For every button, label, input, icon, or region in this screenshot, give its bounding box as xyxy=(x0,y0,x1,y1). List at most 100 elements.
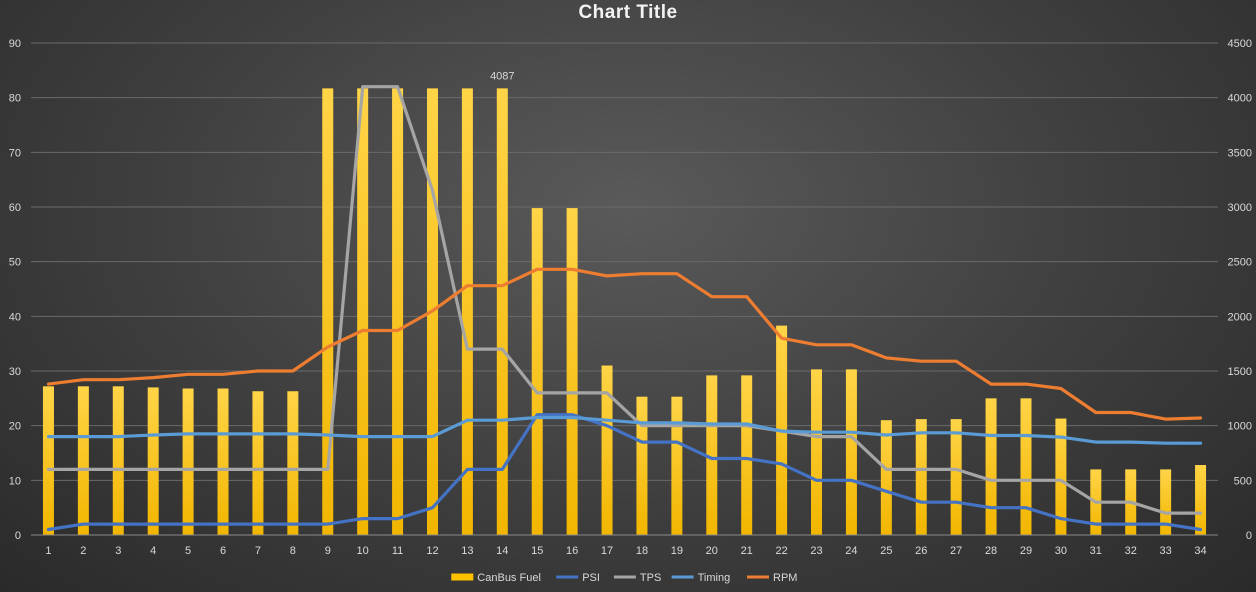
y-left-tick-label: 0 xyxy=(15,530,21,542)
bar-canbus-fuel[interactable] xyxy=(147,387,159,535)
legend-swatch xyxy=(451,573,474,581)
x-tick-label: 8 xyxy=(290,545,296,557)
bar-canbus-fuel[interactable] xyxy=(182,388,194,535)
bar-canbus-fuel[interactable] xyxy=(985,398,997,535)
bar-canbus-fuel[interactable] xyxy=(741,375,753,535)
bar-canbus-fuel[interactable] xyxy=(392,88,404,535)
y-left-tick-label: 80 xyxy=(9,93,21,105)
x-tick-label: 15 xyxy=(531,545,543,557)
y-right-tick-label: 3000 xyxy=(1228,202,1252,214)
x-tick-label: 17 xyxy=(601,545,613,557)
bar-canbus-fuel[interactable] xyxy=(1055,418,1067,535)
x-tick-label: 24 xyxy=(845,545,857,557)
bar-canbus-fuel[interactable] xyxy=(566,208,578,536)
legend-item-psi[interactable]: PSI xyxy=(556,572,600,584)
x-tick-label: 21 xyxy=(741,545,753,557)
x-tick-label: 20 xyxy=(706,545,718,557)
axes: 0 10 20 30 40 50 60 70 80 90 0 500 1000 1500 2000 2500 3… xyxy=(9,38,1252,557)
bar-canbus-fuel[interactable] xyxy=(1195,465,1207,535)
bar-canbus-fuel[interactable] xyxy=(811,369,823,535)
bar-canbus-fuel[interactable] xyxy=(217,388,229,535)
bar-canbus-fuel[interactable] xyxy=(706,375,718,535)
y-left-tick-label: 50 xyxy=(9,257,21,269)
bar-canbus-fuel[interactable] xyxy=(77,386,89,535)
y-right-tick-label: 0 xyxy=(1246,530,1252,542)
bar-canbus-fuel[interactable] xyxy=(636,396,648,535)
x-tick-label: 31 xyxy=(1090,545,1102,557)
legend: CanBus Fuel PSI TPS Timing RPM xyxy=(451,572,797,584)
legend-item-canbus-fuel[interactable]: CanBus Fuel xyxy=(451,572,541,584)
bar-canbus-fuel[interactable] xyxy=(461,88,473,535)
y-right-tick-label: 2000 xyxy=(1228,311,1252,323)
x-tick-label: 29 xyxy=(1020,545,1032,557)
bar-canbus-fuel[interactable] xyxy=(950,419,962,535)
x-tick-label: 12 xyxy=(426,545,438,557)
x-tick-label: 6 xyxy=(220,545,226,557)
x-tick-label: 11 xyxy=(392,545,403,557)
line-tps[interactable] xyxy=(46,85,1203,515)
x-tick-label: 22 xyxy=(775,545,787,557)
legend-item-tps[interactable]: TPS xyxy=(613,572,661,584)
x-tick-label: 7 xyxy=(255,545,261,557)
legend-label: PSI xyxy=(582,572,600,584)
legend-label: Timing xyxy=(698,572,731,584)
x-tick-label: 26 xyxy=(915,545,927,557)
y-left-tick-label: 10 xyxy=(9,475,21,487)
x-tick-label: 18 xyxy=(636,545,648,557)
x-tick-label: 27 xyxy=(950,545,962,557)
bar-canbus-fuel[interactable] xyxy=(671,396,683,535)
bar-canbus-fuel[interactable] xyxy=(531,208,543,536)
bar-canbus-fuel[interactable] xyxy=(1020,398,1032,535)
x-tick-label: 4 xyxy=(150,545,156,557)
legend-label: TPS xyxy=(640,572,661,584)
y-left-tick-label: 70 xyxy=(9,147,21,159)
x-tick-label: 33 xyxy=(1160,545,1172,557)
bar-canbus-fuel[interactable] xyxy=(915,419,927,535)
x-tick-label: 19 xyxy=(671,545,683,557)
y-right-tick-label: 1000 xyxy=(1228,421,1252,433)
y-left-tick-label: 60 xyxy=(9,202,21,214)
y-left-tick-label: 20 xyxy=(9,421,21,433)
bar-canbus-fuel[interactable] xyxy=(322,88,334,535)
y-left-tick-label: 90 xyxy=(9,38,21,50)
line-psi[interactable] xyxy=(46,413,1203,532)
y-right-tick-label: 4500 xyxy=(1228,38,1252,50)
x-tick-label: 2 xyxy=(80,545,86,557)
line-rpm[interactable] xyxy=(46,267,1203,421)
bar-canbus-fuel[interactable] xyxy=(287,391,299,535)
y-right-tick-label: 2500 xyxy=(1228,257,1252,269)
line-timing[interactable] xyxy=(46,415,1203,445)
line-series xyxy=(46,85,1203,532)
y-left-tick-label: 30 xyxy=(9,366,21,378)
bar-canbus-fuel[interactable] xyxy=(42,386,54,535)
bar-canbus-fuel[interactable] xyxy=(845,369,857,535)
y-right-tick-label: 3500 xyxy=(1228,147,1252,159)
x-tick-label: 16 xyxy=(566,545,578,557)
data-label: 4087 xyxy=(490,70,514,82)
x-tick-label: 10 xyxy=(357,545,369,557)
x-tick-label: 9 xyxy=(325,545,331,557)
x-tick-label: 28 xyxy=(985,545,997,557)
bar-canbus-fuel[interactable] xyxy=(880,420,892,535)
bar-canbus-fuel[interactable] xyxy=(601,365,613,535)
y-right-tick-label: 1500 xyxy=(1228,366,1252,378)
bar-canbus-fuel[interactable] xyxy=(252,391,264,535)
x-tick-label: 1 xyxy=(45,545,51,557)
y-left-tick-label: 40 xyxy=(9,311,21,323)
bar-canbus-fuel[interactable] xyxy=(1160,469,1172,535)
bar-canbus-fuel[interactable] xyxy=(112,386,124,535)
legend-item-timing[interactable]: Timing xyxy=(671,572,731,584)
data-labels: 4087 xyxy=(490,70,514,82)
bar-canbus-fuel[interactable] xyxy=(496,88,508,535)
x-tick-label: 34 xyxy=(1194,545,1206,557)
x-tick-label: 3 xyxy=(115,545,121,557)
x-tick-label: 32 xyxy=(1125,545,1137,557)
bar-canbus-fuel[interactable] xyxy=(357,88,369,535)
legend-item-rpm[interactable]: RPM xyxy=(747,572,797,584)
y-right-tick-label: 4000 xyxy=(1228,93,1252,105)
chart-title: Chart Title xyxy=(578,2,678,23)
x-tick-label: 5 xyxy=(185,545,191,557)
x-tick-label: 25 xyxy=(880,545,892,557)
